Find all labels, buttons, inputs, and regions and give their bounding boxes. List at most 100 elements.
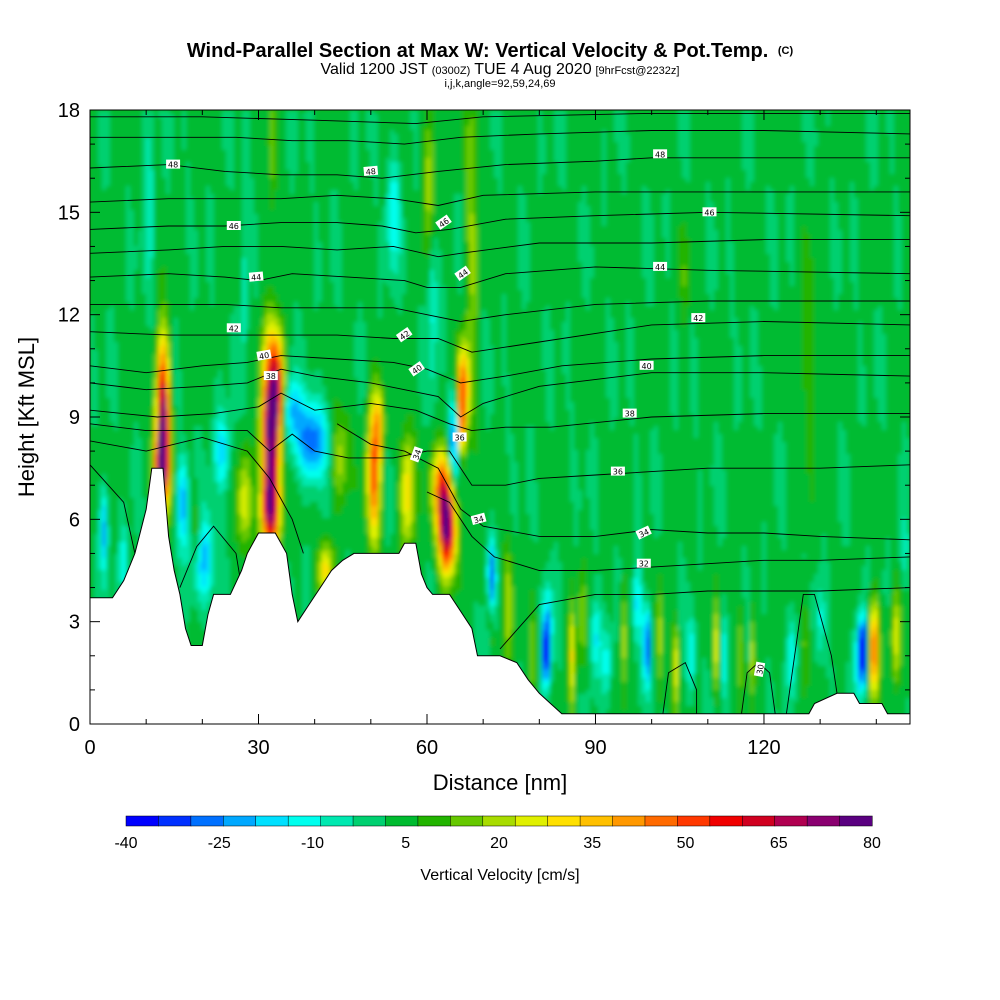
colorbar-swatch [417, 815, 451, 827]
chart-title: Wind-Parallel Section at Max W: Vertical… [187, 40, 794, 62]
y-axis-label: Height [Kft MSL] [14, 337, 39, 497]
isentrope-43 [90, 300, 910, 322]
contour-label-42: 42 [691, 313, 706, 323]
contour-label-32: 32 [636, 558, 651, 569]
isentrope-30 [179, 525, 243, 588]
contour-label-40: 40 [256, 349, 272, 361]
colorbar-swatch [287, 815, 322, 827]
y-tick-label: 12 [58, 305, 80, 327]
contour-label-34: 34 [409, 446, 423, 463]
colorbar-tick-label: -25 [208, 835, 231, 852]
colorbar-tick-label: 50 [677, 835, 695, 852]
chart-subtitle: Valid 1200 JST (0300Z) TUE 4 Aug 2020 [9… [321, 61, 680, 78]
y-tick-label: 3 [69, 612, 80, 634]
contour-label-36: 36 [610, 466, 625, 477]
x-tick-label: 120 [747, 737, 780, 759]
contour-label-44: 44 [653, 261, 668, 272]
contour-label-48: 48 [653, 149, 668, 159]
isentrope-44 [90, 266, 910, 288]
isentrope-30 [662, 661, 698, 714]
isentrope-34 [90, 437, 304, 554]
y-tick-label: 18 [58, 100, 80, 122]
contour-label-48: 48 [166, 159, 181, 170]
contour-label-46: 46 [702, 207, 717, 217]
subtitle-valid: Valid 1200 JST [321, 61, 429, 78]
isentrope-47 [90, 191, 910, 206]
colorbar-swatch [547, 815, 581, 827]
isentrope-38 [90, 392, 910, 432]
isentrope-30 [785, 593, 838, 714]
terrain-mask [90, 467, 910, 724]
colorbar-swatch [774, 815, 808, 827]
colorbar-swatch [158, 815, 192, 827]
colorbar-tick-label: -10 [301, 835, 324, 852]
colorbar-swatch [482, 815, 516, 827]
isentrope-46 [90, 211, 910, 234]
subtitle-forecast: [9hrFcst@2232z] [596, 65, 680, 77]
colorbar-tick-label: 65 [770, 835, 788, 852]
isentrope-42 [90, 321, 910, 353]
contour-label-46: 46 [226, 221, 241, 231]
colorbar-swatch [612, 815, 646, 827]
contour-label-36: 36 [452, 432, 467, 443]
colorbar-tick-label: 5 [401, 835, 410, 852]
colorbar-swatch [644, 815, 678, 827]
colorbar-swatch [677, 815, 711, 827]
contour-label-34: 34 [470, 512, 487, 525]
colorbar-label: Vertical Velocity [cm/s] [420, 867, 579, 884]
isentrope-34 [336, 423, 910, 541]
colorbar-swatch [839, 815, 873, 827]
colorbar-swatch [709, 815, 743, 827]
colorbar-swatch [514, 815, 549, 827]
isentrope-49 [90, 130, 910, 145]
colorbar-swatch [255, 815, 289, 827]
colorbar-swatch [450, 815, 484, 827]
colorbar-swatch [190, 815, 224, 827]
colorbar-swatch [320, 815, 354, 827]
colorbar-tick-label: 35 [583, 835, 601, 852]
x-tick-label: 0 [84, 737, 95, 759]
isentrope-36 [90, 423, 910, 486]
colorbar-tick-label: 20 [490, 835, 508, 852]
colorbar-tick-label: -40 [114, 835, 137, 852]
chart-subtitle-ijk: i,j,k,angle=92,59,24,69 [444, 78, 555, 90]
colorbar-swatch [806, 815, 841, 827]
colorbar-swatch [742, 815, 776, 827]
isentrope-48 [90, 157, 910, 179]
isentrope-45 [90, 239, 910, 258]
contour-label-30: 30 [753, 661, 766, 677]
colorbar-swatch [125, 815, 159, 827]
x-tick-label: 90 [584, 737, 606, 759]
colorbar-tick-label: 80 [863, 835, 881, 852]
colorbar-swatch [579, 815, 614, 827]
isentrope-30 [499, 587, 910, 650]
chart-title-text: Wind-Parallel Section at Max W: Vertical… [187, 40, 768, 62]
contour-label-40: 40 [639, 360, 654, 371]
y-tick-label: 9 [69, 407, 80, 429]
chart-title-mark: (C) [778, 45, 794, 57]
colorbar: -40 -25 -10 5 20 35 50 65 80 [114, 815, 881, 852]
isentrope-32 [426, 491, 910, 571]
subtitle-date: TUE 4 Aug 2020 [474, 61, 592, 78]
y-tick-label: 15 [58, 202, 80, 224]
contour-label-48: 48 [363, 165, 379, 177]
colorbar-swatch [223, 815, 257, 827]
colorbar-swatch [352, 815, 387, 827]
contour-label-42: 42 [226, 323, 241, 333]
colorbar-swatch [385, 815, 419, 827]
contour-label-34: 34 [635, 525, 652, 540]
isentrope-40 [90, 368, 910, 418]
subtitle-zulu: (0300Z) [432, 65, 471, 77]
contour-label-44: 44 [248, 271, 264, 283]
x-axis-label: Distance [nm] [433, 770, 568, 795]
contour-label-38: 38 [622, 408, 637, 419]
y-tick-label: 6 [69, 509, 80, 531]
isentrope-41 [90, 355, 910, 384]
y-tick-label: 0 [69, 714, 80, 736]
potential-temperature-contours [90, 112, 910, 714]
x-tick-label: 30 [247, 737, 269, 759]
x-tick-label: 60 [416, 737, 438, 759]
